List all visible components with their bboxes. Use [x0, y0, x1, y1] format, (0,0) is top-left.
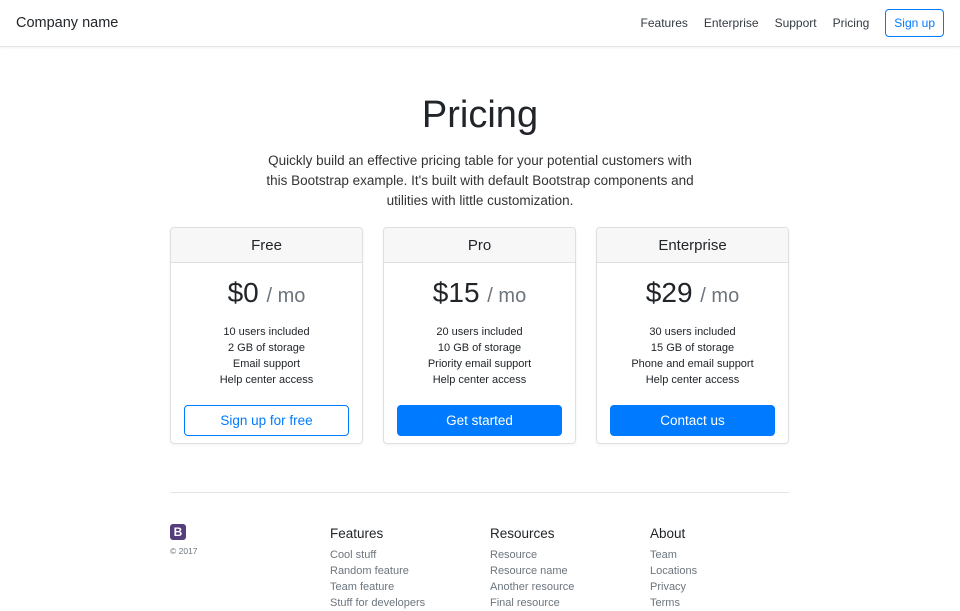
feature: Help center access: [219, 374, 314, 386]
contact-us-button[interactable]: Contact us: [610, 405, 775, 436]
price-value: $15: [432, 277, 480, 308]
feature: Help center access: [645, 374, 740, 386]
feature: 30 users included: [649, 326, 736, 338]
footer-link[interactable]: Resource name: [490, 565, 568, 577]
feature: 20 users included: [436, 326, 523, 338]
plan-price: $15 / mo: [384, 275, 575, 314]
footer-col-about: About Team Locations Privacy Terms: [650, 524, 810, 611]
plan-card-pro: Pro $15 / mo 20 users included 10 GB of …: [383, 227, 576, 444]
sign-up-free-button[interactable]: Sign up for free: [184, 405, 349, 436]
price-period: / mo: [266, 285, 306, 307]
nav-link-features[interactable]: Features: [640, 16, 688, 30]
nav-link-enterprise[interactable]: Enterprise: [703, 16, 759, 30]
price-value: $0: [227, 277, 259, 308]
footer-link[interactable]: Stuff for developers: [330, 597, 426, 609]
feature: 10 users included: [223, 326, 310, 338]
plan-price: $29 / mo: [597, 275, 788, 314]
footer-heading: Features: [330, 526, 384, 541]
feature-list: 30 users included 15 GB of storage Phone…: [597, 324, 788, 388]
feature: 2 GB of storage: [227, 342, 306, 354]
feature: Priority email support: [427, 358, 532, 370]
feature: Phone and email support: [631, 358, 754, 370]
pricing-cards: Free $0 / mo 10 users included 2 GB of s…: [170, 227, 789, 444]
footer-link[interactable]: Another resource: [490, 581, 575, 593]
footer-link[interactable]: Locations: [650, 565, 698, 577]
footer-link[interactable]: Team feature: [330, 581, 395, 593]
plan-card-enterprise: Enterprise $29 / mo 30 users included 15…: [596, 227, 789, 444]
plan-name: Enterprise: [597, 228, 788, 263]
nav-link-pricing[interactable]: Pricing: [832, 16, 870, 30]
footer-col-features: Features Cool stuff Random feature Team …: [330, 524, 490, 611]
nav-link-support[interactable]: Support: [774, 16, 817, 30]
price-value: $29: [645, 277, 693, 308]
footer-divider: [170, 492, 789, 493]
signup-button[interactable]: Sign up: [885, 9, 944, 37]
feature-list: 20 users included 10 GB of storage Prior…: [384, 324, 575, 388]
copyright: © 2017: [170, 546, 198, 556]
plan-price: $0 / mo: [171, 275, 362, 314]
page-title: Pricing: [421, 94, 539, 136]
footer-heading: About: [650, 526, 686, 541]
price-period: / mo: [700, 285, 740, 307]
footer-brand: B © 2017: [170, 524, 330, 611]
footer-link[interactable]: Resource: [490, 549, 538, 561]
footer-col-resources: Resources Resource Resource name Another…: [490, 524, 650, 611]
feature: Help center access: [432, 374, 527, 386]
feature: 10 GB of storage: [437, 342, 522, 354]
price-period: / mo: [487, 285, 527, 307]
feature-list: 10 users included 2 GB of storage Email …: [171, 324, 362, 388]
brand[interactable]: Company name: [16, 15, 119, 31]
lead-text: Quickly build an effective pricing table…: [266, 153, 694, 208]
footer-link[interactable]: Team: [650, 549, 677, 561]
plan-name: Free: [171, 228, 362, 263]
footer-link[interactable]: Random feature: [330, 565, 409, 577]
get-started-button[interactable]: Get started: [397, 405, 562, 436]
feature: Email support: [232, 358, 301, 370]
footer: B © 2017 Features Cool stuff Random feat…: [170, 524, 810, 611]
plan-name: Pro: [384, 228, 575, 263]
navbar: Company name Features Enterprise Support…: [0, 0, 960, 47]
footer-link[interactable]: Terms: [650, 597, 680, 609]
footer-link[interactable]: Privacy: [650, 581, 687, 593]
plan-card-free: Free $0 / mo 10 users included 2 GB of s…: [170, 227, 363, 444]
bootstrap-logo-icon: B: [170, 524, 186, 540]
footer-link[interactable]: Cool stuff: [330, 549, 377, 561]
feature: 15 GB of storage: [650, 342, 735, 354]
footer-heading: Resources: [490, 526, 555, 541]
footer-link[interactable]: Final resource: [490, 597, 560, 609]
